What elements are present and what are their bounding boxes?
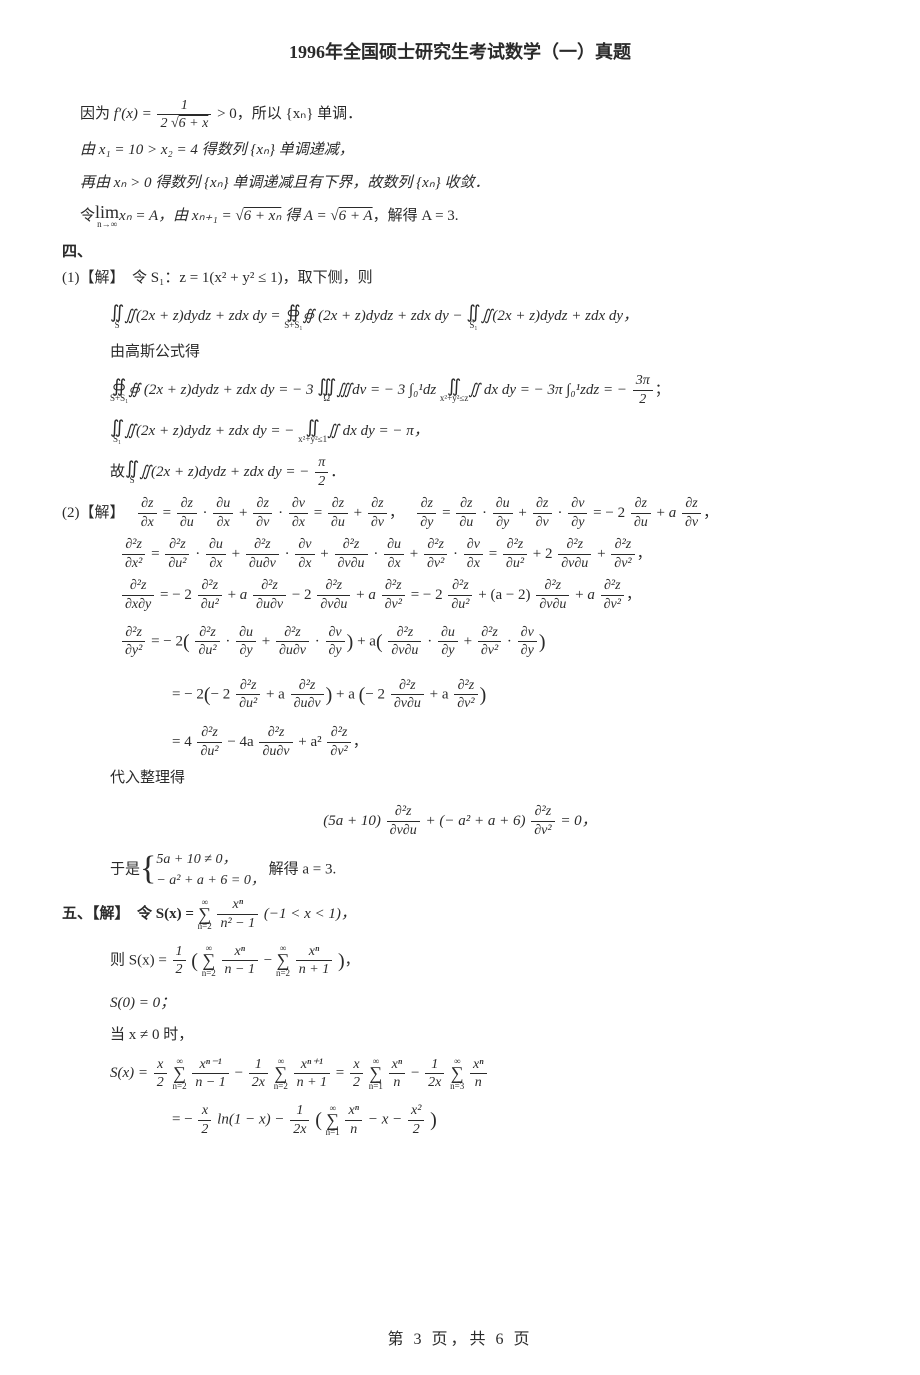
equation: ∂²z∂x² = ∂²z∂u² · ∂u∂x + ∂²z∂u∂v · ∂v∂x …: [120, 536, 858, 572]
equation: 则 S(x) = 12 ( ∞∑n=2 xⁿn − 1 − ∞∑n=2 xⁿn …: [110, 937, 858, 985]
text-line: 因为 f′(x) = 12 √6 + x > 0，所以 {xₙ} 单调．: [80, 96, 858, 132]
page-title: 1996年全国硕士研究生考试数学（一）真题: [62, 38, 858, 64]
text-line: 令limn→∞xₙ = A，由 xₙ₊₁ = √6 + xₙ 得 A = √6 …: [80, 203, 858, 231]
section-5: 五、【解】 令 S(x) = ∞∑n=2 xⁿn² − 1 (−1 < x < …: [62, 896, 858, 932]
equation-center: (5a + 10) ∂²z∂v∂u + (− a² + a + 6) ∂²z∂v…: [62, 803, 858, 839]
page-footer: 第 3 页，共 6 页: [0, 1325, 920, 1349]
text-line: S(0) = 0；: [110, 990, 858, 1018]
problem-1-label: (1)【解】 令 S₁：z = 1(x² + y² ≤ 1)，取下侧，则: [62, 265, 858, 293]
equation: ∬S₁∬(2x + z)dydz + zdx dy = − ∬x²+y²≤1∬ …: [110, 413, 858, 449]
text-line: 由高斯公式得: [110, 339, 858, 367]
text-line: 再由 xₙ > 0 得数列 {xₙ} 单调递减且有下界，故数列 {xₙ} 收敛．: [80, 170, 858, 198]
equation: = − 2(− 2 ∂²z∂u² + a ∂²z∂u∂v) + a (− 2 ∂…: [172, 671, 858, 719]
text-line: 代入整理得: [110, 765, 858, 793]
equation: = − x2 ln(1 − x) − 12x ( ∞∑n=1 xⁿn − x −…: [172, 1096, 858, 1144]
equation: ∂²z∂x∂y = − 2 ∂²z∂u² + a ∂²z∂u∂v − 2 ∂²z…: [120, 577, 858, 613]
equation: 故∬S∬(2x + z)dydz + zdx dy = − π2．: [110, 454, 858, 490]
text-line: 当 x ≠ 0 时，: [110, 1022, 858, 1050]
equation: S(x) = x2 ∞∑n=2 xⁿ⁻¹n − 1 − 12x ∞∑n=2 xⁿ…: [110, 1055, 858, 1091]
problem-2-label: (2)【解】 ∂z∂x = ∂z∂u · ∂u∂x + ∂z∂v · ∂v∂x …: [62, 495, 858, 531]
text-line: 由 x₁ = 10 > x₂ = 4 得数列 {xₙ} 单调递减，: [80, 137, 858, 165]
section-4: 四、: [62, 240, 858, 261]
equation: ∯S+S₁∯ (2x + z)dydz + zdx dy = − 3 ∭Ω∭dv…: [110, 372, 858, 408]
equation: = 4 ∂²z∂u² − 4a ∂²z∂u∂v + a² ∂²z∂v²，: [172, 724, 858, 760]
text-line: 于是{5a + 10 ≠ 0，− a² + a + 6 = 0， 解得 a = …: [110, 849, 858, 891]
equation: ∂²z∂y² = − 2( ∂²z∂u² · ∂u∂y + ∂²z∂u∂v · …: [120, 618, 858, 666]
equation: ∬S∬(2x + z)dydz + zdx dy = ∯S+S₁∯ (2x + …: [110, 298, 858, 334]
